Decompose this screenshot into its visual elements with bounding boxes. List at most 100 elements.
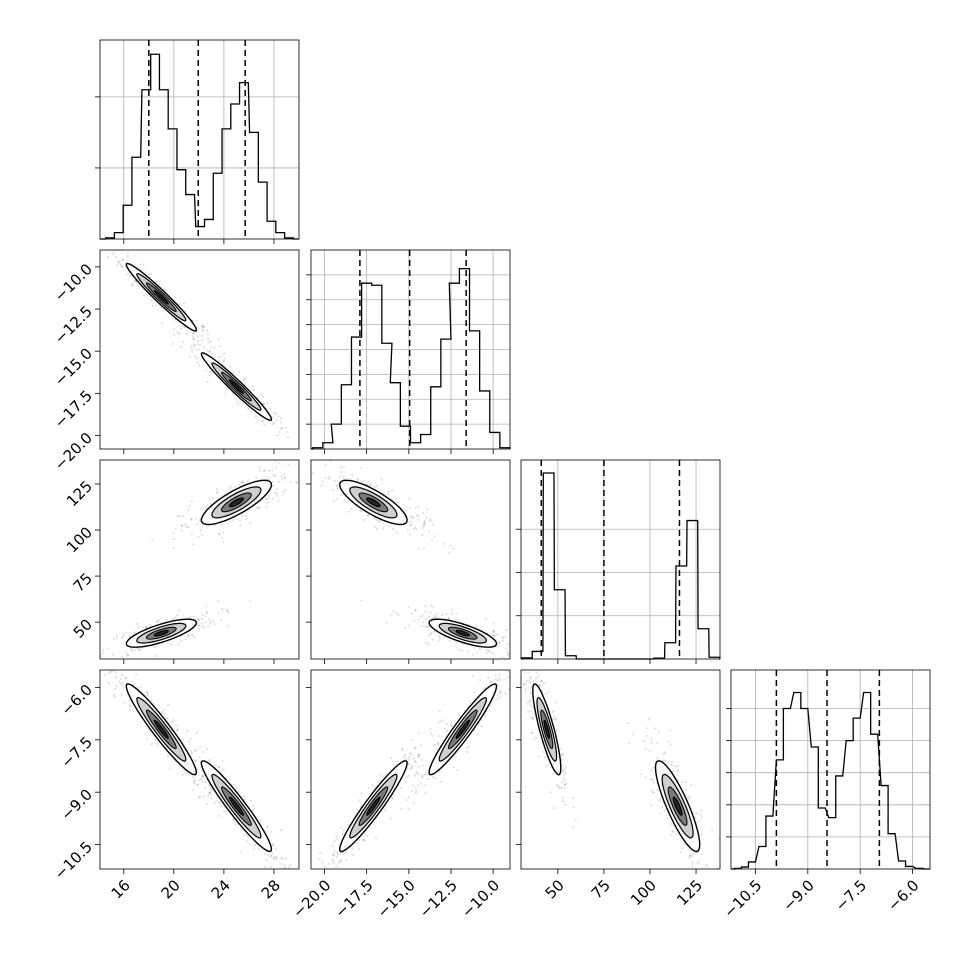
sample-point (122, 632, 126, 635)
sample-point (437, 616, 440, 620)
sample-point (278, 462, 281, 465)
sample-point (128, 635, 131, 638)
sample-point (214, 764, 218, 767)
sample-point (424, 618, 428, 621)
sample-point (652, 781, 655, 784)
sample-point (124, 677, 127, 680)
sample-point (185, 525, 188, 529)
sample-point (349, 507, 353, 510)
sample-point (429, 518, 432, 521)
sample-point (411, 516, 414, 519)
sample-point (67, 631, 69, 633)
sample-point (430, 632, 433, 635)
hist-bar (411, 443, 421, 449)
sample-point (392, 610, 395, 613)
sample-point (412, 527, 415, 530)
hist-bar (114, 233, 123, 239)
sample-point (311, 471, 314, 474)
sample-point (665, 817, 669, 820)
sample-point (526, 665, 528, 667)
sample-point (554, 718, 557, 721)
sample-point (258, 506, 261, 509)
sample-point (216, 491, 219, 495)
sample-point (532, 680, 535, 683)
sample-point (391, 489, 394, 492)
sample-point (523, 624, 525, 626)
sample-point (402, 756, 406, 759)
sample-point (645, 727, 649, 730)
sample-point (713, 879, 715, 881)
sample-point (202, 346, 205, 349)
sample-point (185, 771, 188, 775)
sample-point (733, 936, 735, 938)
sample-point (422, 621, 425, 624)
sample-point (137, 625, 140, 629)
sample-point (461, 649, 464, 652)
sample-point (483, 687, 486, 690)
sample-point (338, 475, 341, 478)
sample-point (143, 294, 146, 297)
sample-point (468, 745, 471, 748)
hist-bar (240, 83, 249, 239)
sample-point (247, 408, 250, 411)
sample-point (363, 839, 366, 842)
sample-point (254, 415, 257, 418)
sample-point (443, 727, 446, 730)
hist-bar (864, 692, 871, 869)
sample-point (119, 263, 123, 267)
sample-point (283, 863, 286, 866)
sample-point (184, 326, 187, 329)
sample-point (120, 264, 123, 268)
sample-point (280, 427, 284, 430)
sample-point (432, 745, 435, 748)
sample-point (707, 898, 709, 900)
sample-point (115, 676, 118, 679)
sample-point (336, 487, 339, 490)
sample-point (218, 801, 221, 804)
sample-point (196, 361, 200, 364)
sample-point (279, 828, 283, 832)
sample-point (295, 480, 298, 484)
sample-point (661, 806, 664, 809)
sample-point (274, 412, 278, 415)
sample-point (422, 526, 425, 529)
sample-point (423, 784, 426, 787)
sample-point (421, 774, 424, 777)
sample-point (413, 526, 417, 529)
sample-point (681, 780, 684, 784)
sample-point (424, 605, 427, 608)
sample-point (258, 469, 262, 473)
sample-point (344, 858, 348, 861)
sample-point (241, 402, 244, 405)
x-tick-label: −17.5 (331, 876, 376, 921)
sample-point (335, 835, 338, 838)
sample-point (199, 518, 202, 521)
sample-point (280, 475, 283, 478)
sample-point (177, 332, 181, 335)
sample-point (454, 755, 457, 759)
sample-point (114, 687, 117, 690)
sample-point (308, 471, 310, 473)
sample-point (498, 673, 501, 676)
sample-point (116, 264, 119, 267)
sample-point (471, 653, 474, 656)
sample-point (205, 605, 208, 608)
sample-point (515, 664, 517, 666)
sample-point (487, 676, 490, 680)
sample-point (228, 365, 232, 368)
sample-point (434, 616, 437, 619)
sample-point (201, 328, 204, 331)
sample-point (208, 341, 211, 344)
sample-point (197, 778, 200, 782)
sample-point (242, 379, 246, 382)
sample-point (492, 634, 495, 637)
sample-point (362, 479, 365, 483)
hist-bar (801, 709, 808, 869)
sample-point (695, 813, 698, 816)
sample-point (103, 248, 105, 250)
hist-bar (196, 227, 205, 239)
sample-point (336, 497, 339, 501)
x-tick-label: 28 (258, 876, 284, 902)
sample-point (218, 766, 221, 769)
sample-point (328, 862, 331, 865)
